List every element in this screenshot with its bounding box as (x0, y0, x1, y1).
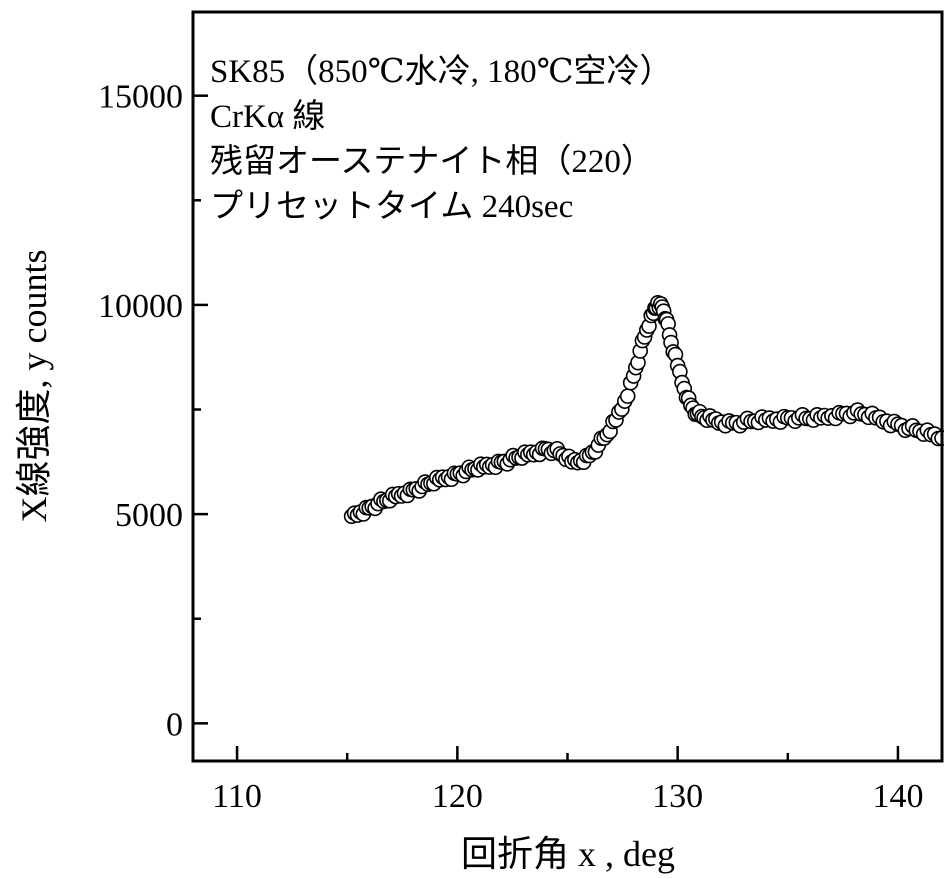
annotation-line-3: 残留オーステナイト相（220） (210, 143, 654, 180)
y-tick-label: 10000 (98, 288, 183, 325)
y-tick-label: 5000 (115, 497, 183, 534)
x-tick-label: 140 (872, 778, 923, 815)
annotation-block: SK85（850℃水冷, 180℃空冷） CrKα 線 残留オーステナイト相（2… (210, 53, 673, 225)
x-axis-label: 回折角 x , deg (461, 834, 675, 874)
y-axis-label: X線強度, y counts (14, 250, 54, 523)
data-point (619, 388, 636, 404)
y-tick-label: 0 (166, 706, 183, 743)
annotation-line-2: CrKα 線 (210, 98, 325, 135)
x-tick-label: 130 (652, 778, 703, 815)
y-axis-ticks: 0 5000 10000 15000 (98, 79, 208, 743)
x-tick-label: 110 (212, 778, 262, 815)
annotation-line-4: プリセットタイム 240sec (210, 189, 573, 225)
annotation-line-1: SK85（850℃水冷, 180℃空冷） (210, 53, 673, 90)
x-axis-ticks: 110 120 130 140 (212, 746, 923, 815)
y-tick-label: 15000 (98, 79, 183, 116)
x-tick-label: 120 (432, 778, 483, 815)
data-points (343, 295, 944, 525)
